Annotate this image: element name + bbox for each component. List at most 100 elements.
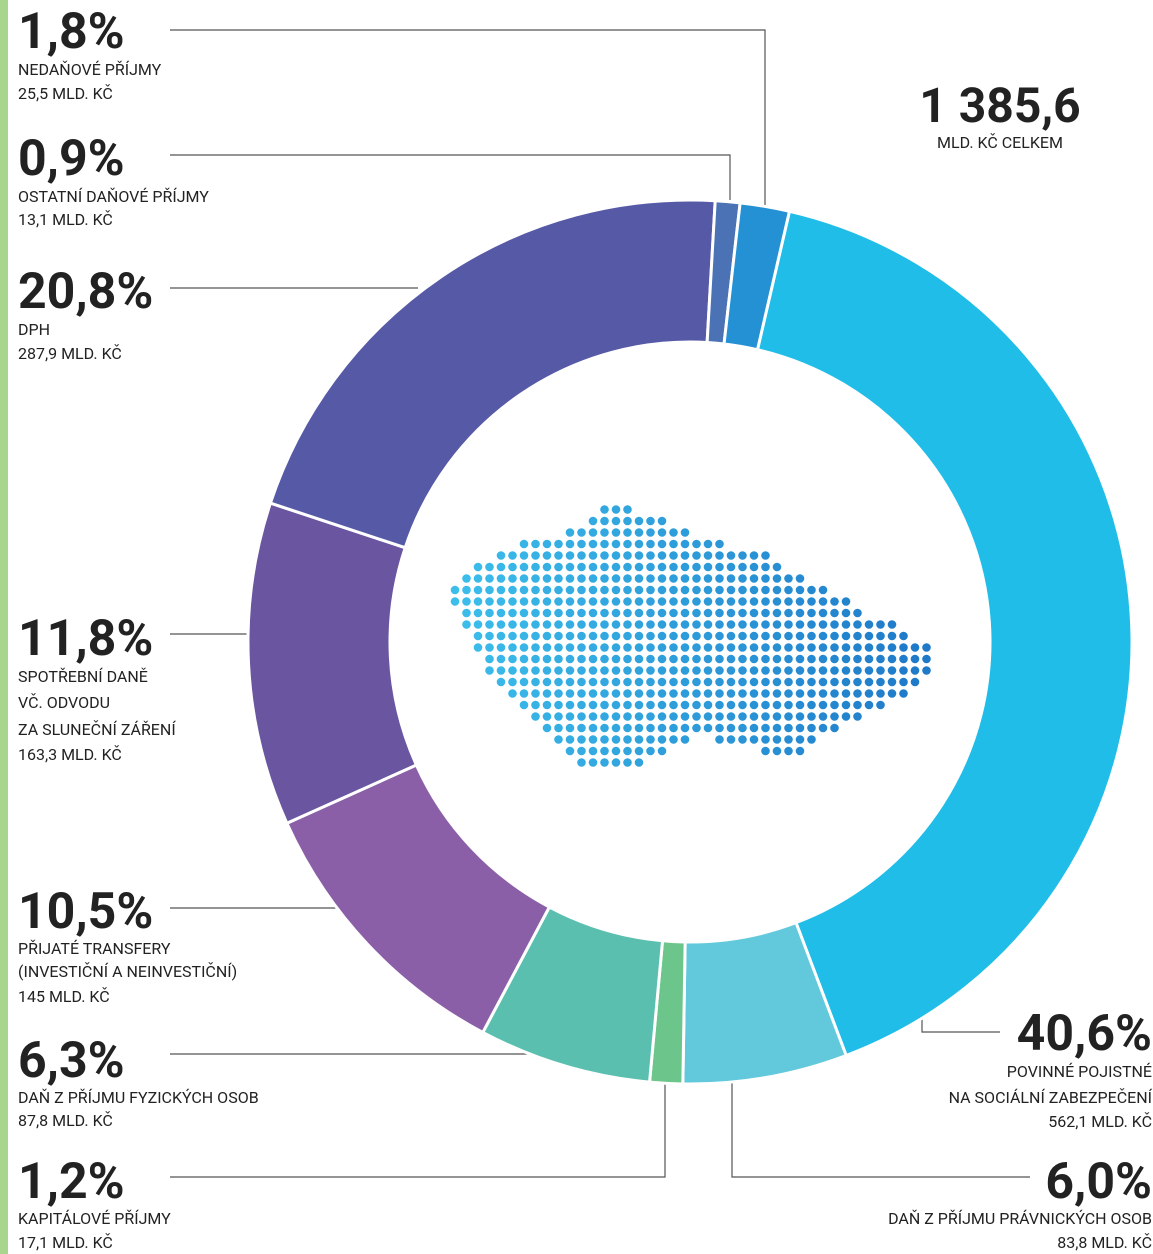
map-dot [772,746,782,756]
map-dot [772,723,782,733]
map-dot [818,700,828,710]
map-dot [588,608,598,618]
map-dot [864,689,874,698]
map-dot [531,620,540,629]
map-dot [588,677,598,687]
map-dot [519,585,529,595]
value-label: 6,3% [18,1032,125,1090]
map-dot [531,562,540,572]
map-dot [565,574,575,583]
map-dot [657,585,667,595]
map-dot [669,620,678,629]
category-label: KAPITÁLOVÉ PŘÍJMY [18,1209,171,1228]
map-dot [600,608,609,618]
map-dot [600,723,609,733]
map-dot [554,585,563,595]
map-dot [577,631,586,641]
map-dot [853,654,862,664]
map-dot [692,689,701,698]
map-dot [462,597,471,606]
map-dot [680,666,690,675]
map-dot [692,597,701,606]
map-dot [887,689,897,698]
map-dot [761,597,770,606]
total: 1 385,6 [919,77,1080,134]
map-dot [519,666,529,675]
map-dot [715,585,724,595]
map-dot [531,585,540,595]
amount-label: 25,5 MLD. KČ [18,83,113,103]
map-dot [738,562,747,572]
map-dot [542,620,552,629]
map-dot [692,562,701,572]
map-dot [588,528,598,537]
map-dot [715,700,724,710]
map-dot [496,562,506,572]
map-dot [577,562,586,572]
map-dot [611,666,621,675]
map-dot [646,551,655,560]
map-dot [531,551,540,560]
map-dot [485,631,494,641]
map-dot [554,723,563,733]
map-dot [680,585,690,595]
map-dot [807,677,816,687]
map-dot [450,585,460,595]
map-dot [519,643,529,652]
map-dot [749,689,759,698]
map-dot [508,677,517,687]
map-dot [726,700,736,710]
map-dot [669,562,678,572]
map-dot [646,597,655,606]
map-dot [646,735,655,744]
value-label: 0,9% [18,130,125,188]
map-dot [761,551,770,560]
map-dot [565,712,575,721]
map-dot [450,597,460,606]
map-dot [554,700,563,710]
map-dot [680,551,690,560]
map-dot [876,643,885,652]
map-dot [588,574,598,583]
map-dot [738,712,747,721]
map-dot [864,654,874,664]
map-dot [542,723,552,733]
map-dot [508,666,517,675]
category-label: (INVESTIČNÍ A NEINVESTIČNÍ) [18,961,237,981]
map-dot [600,758,609,767]
map-dot [784,700,793,710]
map-dot [772,562,782,572]
map-dot [669,735,678,744]
map-dot [772,585,782,595]
map-dot [795,597,805,606]
map-dot [749,735,759,744]
map-dot [807,689,816,698]
map-dot [554,562,563,572]
map-dot [473,608,483,618]
map-dot [703,539,713,549]
map-dot [864,666,874,675]
map-dot [922,654,931,664]
map-dot [531,677,540,687]
map-dot [623,631,632,641]
map-dot [864,677,874,687]
map-dot [876,689,885,698]
map-dot [600,574,609,583]
map-dot [761,608,770,618]
map-dot [830,666,839,675]
map-dot [807,735,816,744]
map-dot [657,643,667,652]
map-dot [910,666,920,675]
map-dot [749,631,759,641]
map-dot [749,551,759,560]
map-dot [715,666,724,675]
map-dot [577,597,586,606]
map-dot [531,631,540,641]
map-dot [738,643,747,652]
category-label: NA SOCIÁLNÍ ZABEZPEČENÍ [949,1087,1153,1107]
map-dot [818,643,828,652]
map-dot [715,723,724,733]
map-dot [830,631,839,641]
map-dot [623,643,632,652]
map-dot [519,677,529,687]
